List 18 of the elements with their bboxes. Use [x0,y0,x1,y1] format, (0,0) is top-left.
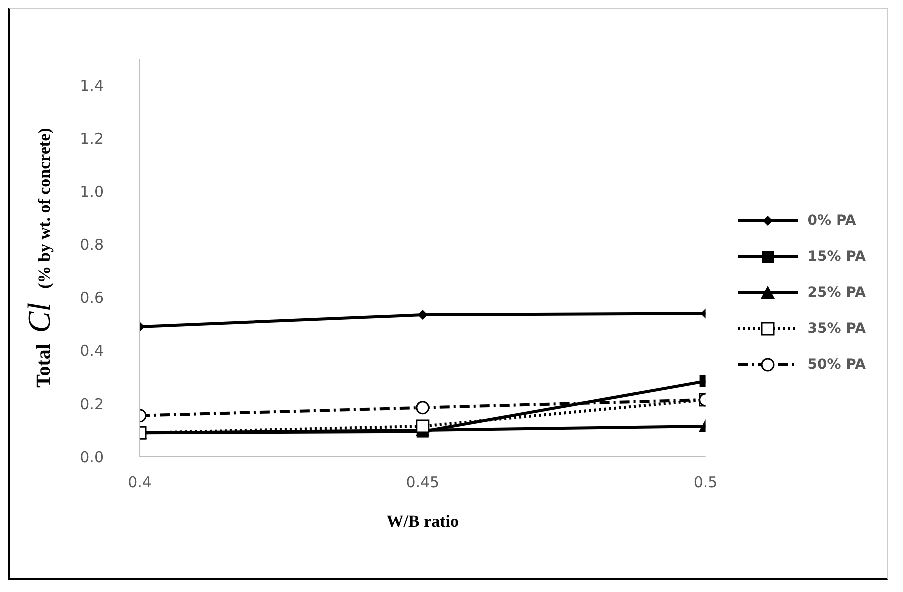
y-tick-label: 0.0 [80,448,104,466]
y-tick-label: 1.0 [80,182,104,201]
y-axis-title: Total Cl (% by wt. of concrete) [21,128,57,388]
legend-label: 35% PA [808,321,866,337]
legend-label: 50% PA [808,357,866,373]
y-tick-label: 1.4 [80,76,104,95]
x-axis-title: W/B ratio [386,512,460,531]
x-tick-label: 0.4 [128,474,152,492]
legend-label: 25% PA [808,285,866,301]
y-tick-label: 0.8 [80,236,104,254]
x-tick-label: 0.5 [694,474,718,492]
y-tick-label: 0.2 [80,395,104,414]
y-tick-label: 1.2 [80,130,104,148]
y-tick-label: 0.4 [80,342,104,360]
y-tick-label: 0.6 [80,289,104,308]
legend-label: 0% PA [808,213,856,229]
x-tick-label: 0.45 [406,474,440,492]
legend-label: 15% PA [808,249,866,265]
